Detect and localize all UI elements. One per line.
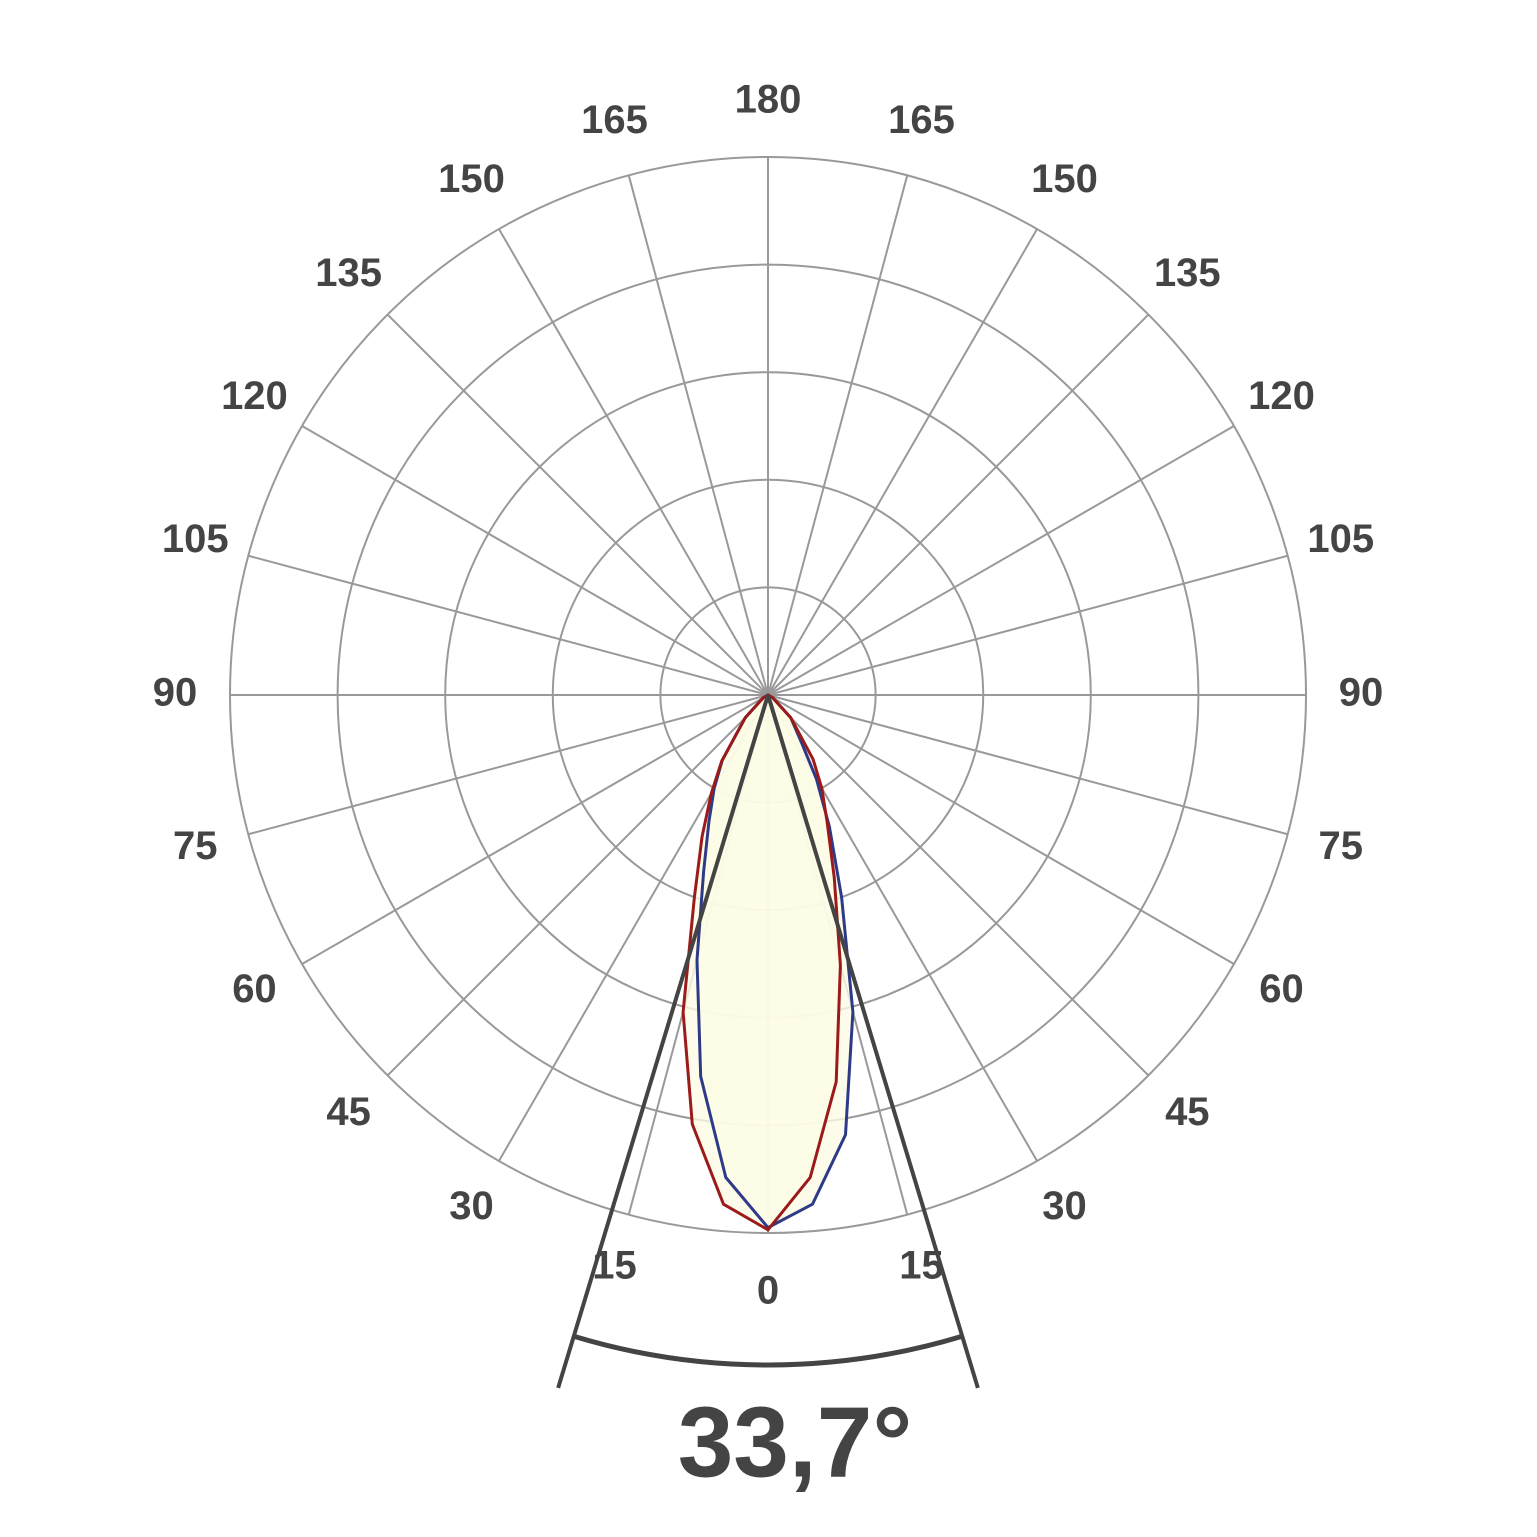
angle-label: 135 <box>1154 251 1221 295</box>
angle-label: 165 <box>888 98 955 142</box>
angle-label: 30 <box>1042 1184 1087 1228</box>
angle-label: 105 <box>1307 517 1374 561</box>
grid-spoke <box>767 425 1235 696</box>
grid-spoke <box>498 228 769 696</box>
grid-spoke <box>767 175 909 696</box>
angle-label: 30 <box>449 1184 494 1228</box>
angle-label: 165 <box>581 98 648 142</box>
angle-label: 0 <box>757 1269 779 1313</box>
angle-label: 45 <box>1165 1090 1210 1134</box>
grid-spoke <box>767 554 1288 696</box>
angle-label: 135 <box>315 251 382 295</box>
grid-spoke <box>627 175 769 696</box>
angle-label: 60 <box>232 967 277 1011</box>
angle-label: 150 <box>438 157 505 201</box>
angle-label: 75 <box>173 824 218 868</box>
grid-spoke <box>248 554 769 696</box>
angle-label: 120 <box>221 374 288 418</box>
grid-spoke <box>767 228 1038 696</box>
grid-spoke <box>301 694 769 965</box>
grid-spoke <box>767 694 1235 965</box>
angle-label: 60 <box>1259 967 1304 1011</box>
angle-label: 120 <box>1248 374 1315 418</box>
angle-label: 90 <box>153 671 198 715</box>
grid-spoke <box>248 694 769 836</box>
grid-spoke <box>767 694 1150 1077</box>
curve-fill <box>683 695 841 1230</box>
angle-label: 150 <box>1031 157 1098 201</box>
angle-label: 75 <box>1319 824 1364 868</box>
grid-spoke <box>386 694 769 1077</box>
grid-spoke <box>301 425 769 696</box>
grid-spoke <box>767 694 1288 836</box>
beam-line <box>556 694 770 1389</box>
grid-spoke <box>767 313 1150 696</box>
angle-label: 45 <box>326 1090 371 1134</box>
beam-arc <box>573 1333 963 1368</box>
grid-spoke <box>386 313 769 696</box>
angle-label: 180 <box>735 78 802 122</box>
beam-line <box>766 694 980 1389</box>
angle-label: 105 <box>162 517 229 561</box>
beam-angle-label: 33,7° <box>678 1386 913 1498</box>
intensity-curve <box>681 693 842 1232</box>
angle-label: 90 <box>1339 671 1384 715</box>
